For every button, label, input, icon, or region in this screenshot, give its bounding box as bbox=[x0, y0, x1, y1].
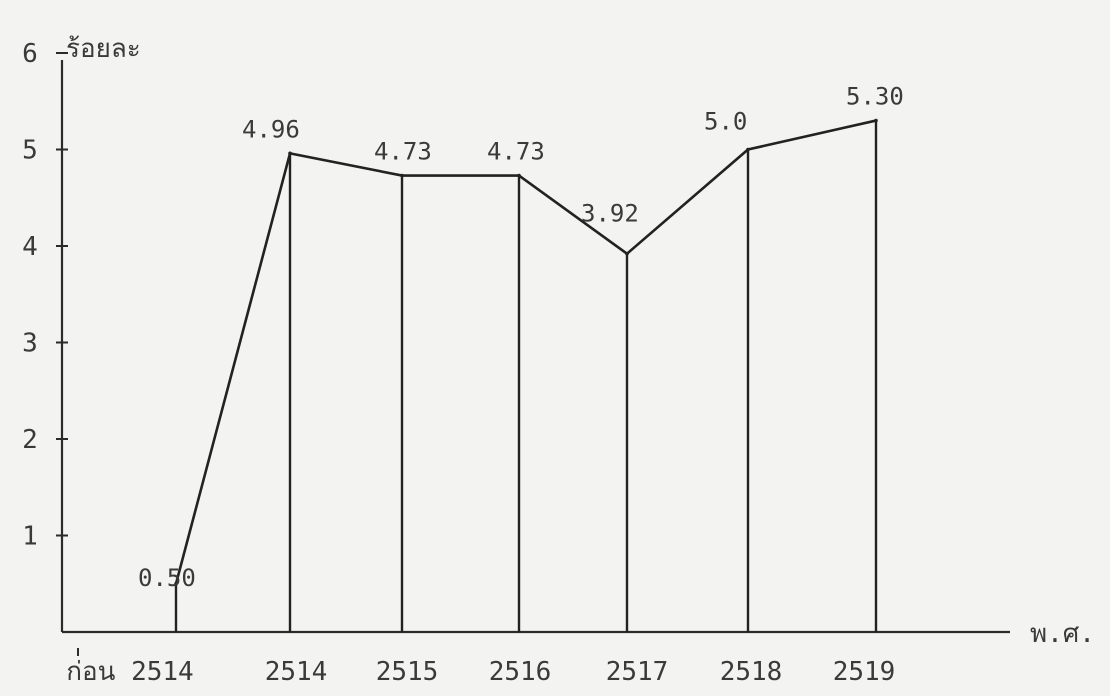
data-label: 4.73 bbox=[487, 138, 545, 166]
series-line bbox=[174, 119, 877, 585]
data-point bbox=[400, 173, 404, 178]
data-label: 4.96 bbox=[242, 115, 300, 143]
y-axis-title: ร้อยละ bbox=[66, 34, 141, 64]
x-tick-label: 2514 bbox=[265, 657, 328, 687]
data-point bbox=[288, 151, 292, 156]
data-point bbox=[174, 581, 178, 586]
y-tick-label: 6 bbox=[22, 39, 38, 69]
x-tick-label: 2515 bbox=[376, 657, 439, 687]
x-tick-label: ก่อน 2514 bbox=[66, 657, 193, 687]
y-tick-label: 1 bbox=[22, 522, 38, 552]
data-label: 4.73 bbox=[374, 138, 432, 166]
data-point bbox=[625, 251, 629, 256]
x-tick-label: 2516 bbox=[489, 657, 552, 687]
x-axis-title: พ.ศ. bbox=[1030, 619, 1095, 649]
y-tick-label: 5 bbox=[22, 136, 38, 166]
y-tick-label: 4 bbox=[22, 232, 38, 262]
data-point bbox=[874, 118, 878, 123]
y-tick-label: 2 bbox=[22, 425, 38, 455]
axes: 1 2 3 4 5 6 bbox=[22, 39, 1010, 656]
y-tick-label: 3 bbox=[22, 329, 38, 359]
data-label: 5.0 bbox=[704, 108, 747, 136]
data-label: 5.30 bbox=[846, 83, 904, 111]
drop-lines bbox=[174, 120, 878, 632]
x-tick-label: 2517 bbox=[606, 657, 669, 687]
data-point bbox=[517, 173, 521, 178]
x-tick-label: 2519 bbox=[833, 657, 896, 687]
data-point bbox=[746, 147, 750, 152]
data-label: 0.50 bbox=[138, 564, 196, 592]
x-tick-label: 2518 bbox=[720, 657, 783, 687]
data-label: 3.92 bbox=[581, 200, 639, 228]
series bbox=[174, 118, 878, 586]
